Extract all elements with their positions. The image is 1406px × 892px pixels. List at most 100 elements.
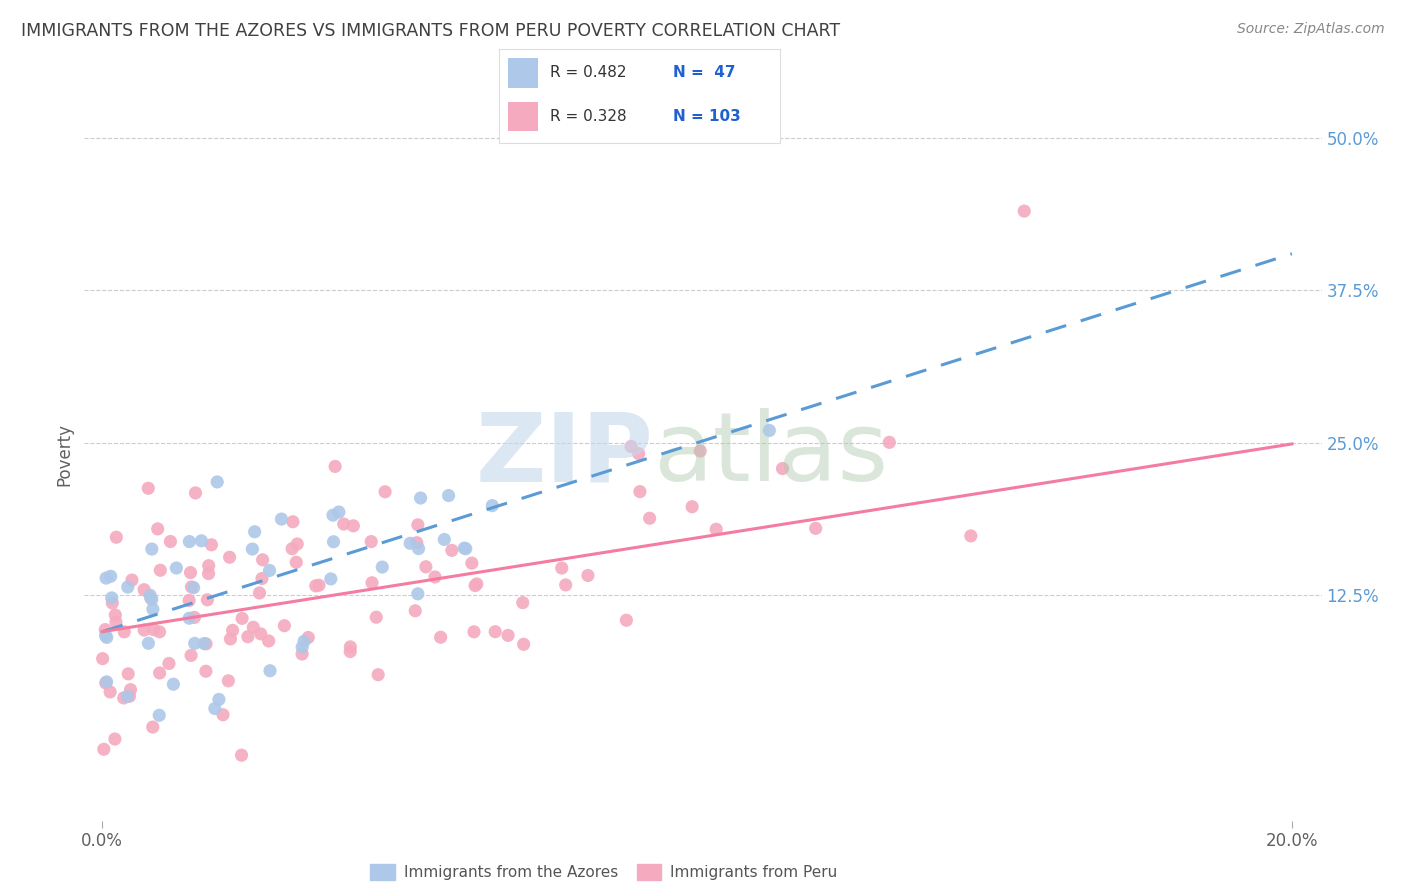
Point	[339, 644, 361, 658]
Point	[208, 692, 231, 706]
Point	[194, 665, 217, 679]
Point	[142, 720, 165, 734]
Point	[257, 634, 280, 648]
Text: Source: ZipAtlas.com: Source: ZipAtlas.com	[1237, 22, 1385, 37]
Point	[197, 592, 219, 607]
Point	[464, 578, 486, 592]
Point	[465, 577, 488, 591]
Point	[281, 515, 304, 529]
Point	[180, 648, 202, 663]
Point	[141, 592, 163, 607]
Point	[180, 580, 202, 594]
Point	[772, 461, 794, 475]
Point	[291, 647, 314, 661]
Point	[139, 588, 162, 602]
Point	[93, 742, 115, 756]
Point	[217, 673, 239, 688]
Text: N = 103: N = 103	[673, 109, 741, 123]
Point	[148, 624, 170, 639]
Point	[408, 541, 430, 556]
Point	[242, 542, 264, 557]
Point	[138, 636, 160, 650]
Point	[218, 550, 240, 565]
Point	[638, 511, 661, 525]
Point	[94, 623, 117, 637]
Point	[404, 604, 426, 618]
Point	[453, 541, 475, 555]
Point	[292, 634, 315, 648]
Point	[415, 559, 437, 574]
Point	[297, 631, 319, 645]
Point	[200, 538, 222, 552]
Point	[204, 701, 226, 715]
Point	[249, 586, 271, 600]
Point	[361, 575, 384, 590]
Point	[399, 536, 422, 550]
Point	[179, 534, 201, 549]
Point	[205, 475, 228, 489]
Point	[190, 533, 212, 548]
Point	[165, 561, 187, 575]
Point	[162, 677, 184, 691]
Point	[212, 707, 235, 722]
Point	[689, 444, 711, 458]
Point	[104, 608, 127, 623]
Point	[620, 440, 643, 454]
Point	[322, 534, 344, 549]
Point	[461, 556, 484, 570]
Point	[576, 568, 599, 582]
Point	[142, 602, 165, 616]
Point	[308, 578, 330, 592]
Point	[104, 615, 127, 629]
Point	[100, 591, 122, 605]
Point	[179, 611, 201, 625]
Point	[628, 484, 651, 499]
Point	[374, 484, 396, 499]
Point	[463, 624, 485, 639]
Point	[360, 534, 382, 549]
Point	[120, 682, 142, 697]
Point	[117, 666, 139, 681]
Point	[273, 618, 295, 632]
Point	[804, 521, 827, 535]
Text: atlas: atlas	[654, 409, 889, 501]
Point	[117, 580, 139, 594]
Point	[333, 517, 356, 532]
Point	[159, 534, 181, 549]
Point	[512, 637, 534, 651]
Point	[100, 569, 122, 583]
Point	[281, 541, 304, 556]
Point	[429, 630, 451, 644]
Point	[496, 628, 519, 642]
Point	[322, 508, 344, 522]
Y-axis label: Poverty: Poverty	[55, 424, 73, 486]
Point	[249, 627, 271, 641]
Point	[139, 591, 162, 605]
Point	[231, 611, 253, 625]
Point	[112, 690, 135, 705]
Point	[118, 690, 141, 704]
Point	[197, 558, 219, 573]
Point	[136, 481, 159, 495]
Point	[252, 553, 274, 567]
Point	[142, 623, 165, 637]
Point	[551, 561, 574, 575]
Point	[367, 667, 389, 681]
Point	[94, 676, 117, 690]
Point	[879, 435, 901, 450]
Point	[291, 640, 314, 655]
Point	[179, 566, 201, 580]
Point	[134, 623, 156, 637]
Point	[758, 424, 780, 438]
Point	[1012, 204, 1035, 219]
Point	[96, 631, 118, 645]
Point	[366, 610, 388, 624]
Point	[132, 582, 155, 597]
Point	[371, 560, 394, 574]
Point	[236, 630, 259, 644]
Point	[305, 579, 328, 593]
Point	[704, 522, 727, 536]
Point	[259, 664, 281, 678]
Point	[197, 566, 219, 581]
Point	[94, 629, 117, 643]
